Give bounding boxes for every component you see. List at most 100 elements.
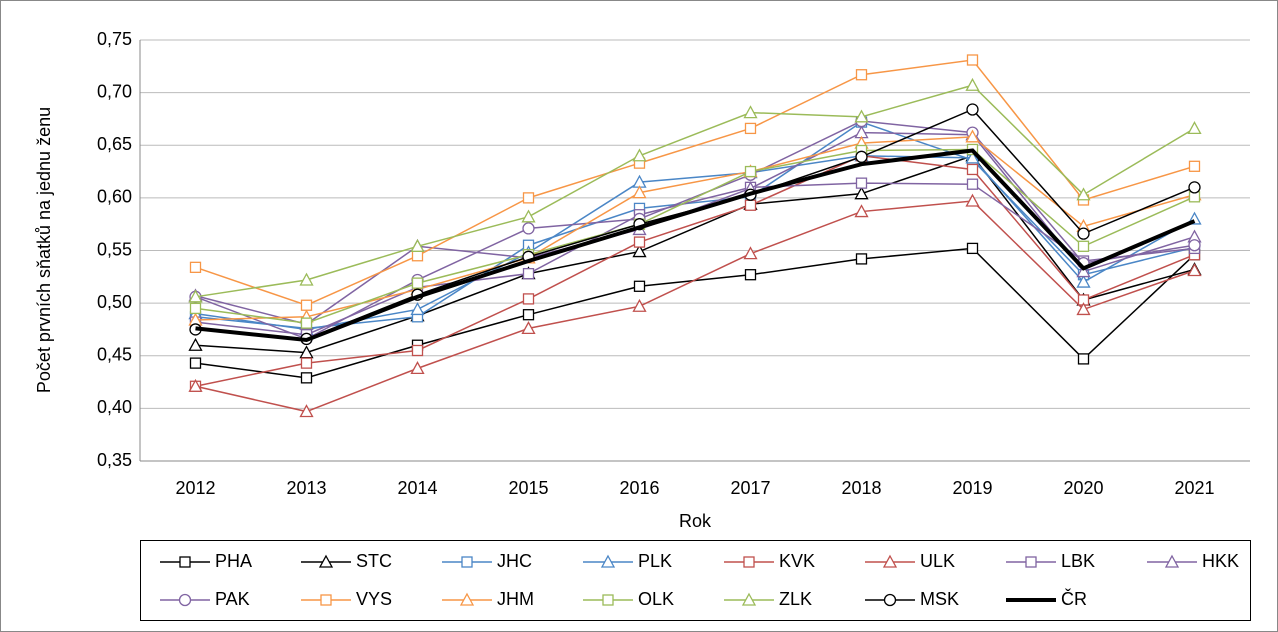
- legend-label: PAK: [215, 589, 250, 609]
- marker: [300, 299, 313, 311]
- marker: [855, 253, 868, 265]
- legend-label: ČR: [1061, 588, 1087, 609]
- legend-marker: [741, 592, 757, 606]
- legend-marker: [318, 554, 334, 568]
- legend-marker: [882, 554, 898, 568]
- x-tick-label: 2017: [730, 478, 770, 498]
- y-tick-label: 0,75: [97, 29, 132, 49]
- marker: [411, 250, 424, 262]
- marker: [1076, 274, 1091, 288]
- marker: [632, 185, 647, 199]
- y-tick-label: 0,35: [97, 450, 132, 470]
- marker: [522, 268, 535, 280]
- series-line: [195, 154, 1195, 354]
- marker: [855, 69, 868, 81]
- x-axis-label: Rok: [679, 511, 712, 531]
- marker: [744, 199, 757, 211]
- marker: [966, 178, 979, 190]
- marker: [1187, 263, 1202, 277]
- legend-marker: [1025, 556, 1037, 568]
- marker: [966, 242, 979, 255]
- series-line: [195, 155, 1195, 388]
- legend-label: PLK: [638, 551, 672, 571]
- marker: [965, 193, 980, 207]
- legend-label: VYS: [356, 589, 392, 609]
- marker: [300, 357, 313, 369]
- legend-marker: [178, 593, 192, 607]
- marker: [410, 361, 425, 375]
- y-tick-label: 0,70: [97, 81, 132, 101]
- legend-marker: [179, 556, 191, 568]
- marker: [633, 236, 646, 248]
- marker: [966, 163, 979, 176]
- legend-label: PHA: [215, 551, 252, 571]
- marker: [966, 103, 979, 116]
- marker: [188, 378, 203, 392]
- legend-label: ZLK: [779, 589, 812, 609]
- marker: [1076, 187, 1091, 201]
- marker: [522, 222, 535, 235]
- marker: [522, 309, 535, 321]
- legend-marker: [883, 593, 897, 607]
- x-tick-label: 2016: [619, 478, 659, 498]
- y-tick-label: 0,45: [97, 345, 132, 365]
- legend-label: OLK: [638, 589, 674, 609]
- marker: [743, 246, 758, 260]
- y-tick-label: 0,65: [97, 134, 132, 154]
- marker: [855, 177, 868, 189]
- y-axis-label: Počet prvních sňatků na jednu ženu: [34, 107, 54, 393]
- marker: [1188, 160, 1201, 172]
- marker: [1077, 240, 1090, 252]
- legend-marker: [602, 594, 614, 606]
- legend-label: HKK: [1202, 551, 1239, 571]
- legend-label: LBK: [1061, 551, 1095, 571]
- legend-label: ULK: [920, 551, 955, 571]
- marker: [744, 122, 757, 135]
- marker: [300, 372, 313, 384]
- series-line: [195, 200, 1195, 413]
- marker: [743, 105, 758, 119]
- marker: [188, 337, 203, 351]
- marker: [854, 186, 869, 200]
- marker: [965, 150, 980, 164]
- x-tick-label: 2019: [952, 478, 992, 498]
- marker: [965, 129, 980, 143]
- marker: [744, 269, 757, 281]
- legend-label: JHC: [497, 551, 532, 571]
- y-tick-label: 0,50: [97, 292, 132, 312]
- series-line: [195, 121, 1195, 330]
- marker: [633, 280, 646, 292]
- legend-marker: [1164, 554, 1180, 568]
- marker: [854, 109, 869, 123]
- legend-label: KVK: [779, 551, 815, 571]
- marker: [410, 302, 425, 316]
- x-tick-label: 2015: [508, 478, 548, 498]
- x-tick-label: 2014: [397, 478, 437, 498]
- legend-marker: [743, 556, 755, 568]
- legend-label: JHM: [497, 589, 534, 609]
- marker: [966, 54, 979, 66]
- marker: [1188, 239, 1201, 252]
- series-line: [195, 59, 1195, 307]
- marker: [854, 204, 869, 218]
- marker: [299, 404, 314, 418]
- marker: [188, 289, 203, 303]
- x-tick-label: 2013: [286, 478, 326, 498]
- series-line: [195, 148, 1195, 324]
- marker: [522, 192, 535, 204]
- marker: [1188, 181, 1201, 194]
- marker: [1076, 264, 1091, 278]
- marker: [299, 272, 314, 286]
- x-tick-label: 2018: [841, 478, 881, 498]
- marker: [411, 344, 424, 357]
- marker: [411, 277, 424, 289]
- marker: [300, 317, 313, 329]
- y-tick-label: 0,60: [97, 187, 132, 207]
- legend-marker: [461, 556, 473, 568]
- y-tick-label: 0,55: [97, 239, 132, 259]
- y-tick-label: 0,40: [97, 397, 132, 417]
- marker: [410, 238, 425, 252]
- series-line: [195, 148, 1196, 343]
- legend-label: MSK: [920, 589, 959, 609]
